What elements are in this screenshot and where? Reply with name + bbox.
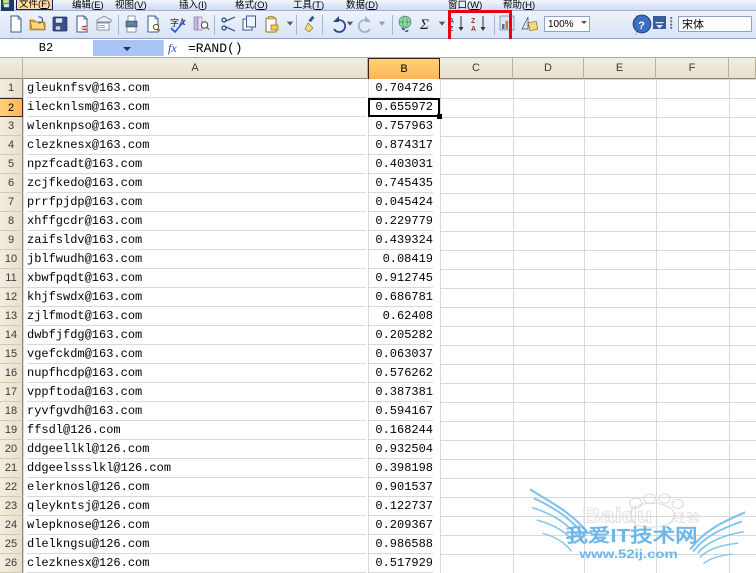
svg-text:Σ: Σ [419,17,429,33]
svg-text:?: ? [638,20,645,32]
svg-text:字: 字 [170,17,179,28]
